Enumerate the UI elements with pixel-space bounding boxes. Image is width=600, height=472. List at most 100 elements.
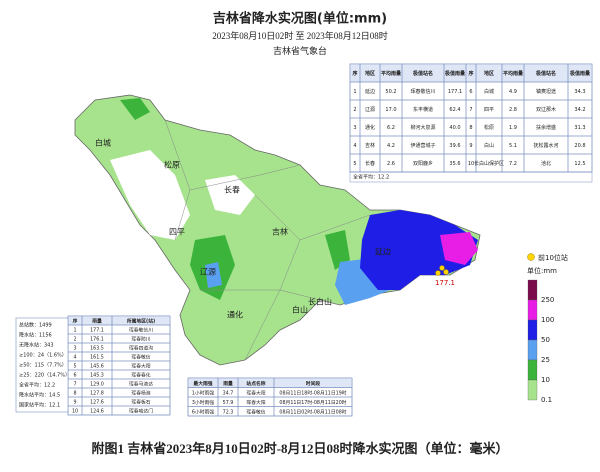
legend-top10-marker	[527, 253, 535, 261]
table-cell-text: 3	[353, 125, 356, 131]
table-cell-text: 四平	[484, 107, 494, 113]
table-cell-text: 珲春大阳	[246, 389, 265, 396]
heavy-area	[325, 230, 350, 270]
extreme-area	[440, 232, 478, 265]
table-cell-text: 2	[353, 107, 356, 113]
table-cell-text: 62.4	[449, 107, 460, 113]
legend-top10: 前10位站	[538, 253, 568, 262]
title: 吉林省降水实况图(单位:mm)	[213, 11, 387, 27]
table-cell-text: 3小时雨强	[192, 399, 214, 406]
legend-swatch	[527, 319, 538, 341]
table-header-bg	[350, 64, 592, 82]
legend-label: 0.1	[541, 396, 552, 404]
stat-line: 降水站平均：14.5	[19, 392, 60, 399]
table-cell-text: 珲春板石	[131, 399, 150, 406]
table-cell-text: 10	[72, 409, 78, 415]
table-cell-text: 20.8	[574, 143, 585, 149]
table-header: 站点名称	[246, 380, 265, 387]
table-cell-text: 145.3	[90, 373, 104, 379]
legend-label: 25	[541, 356, 550, 364]
table-cell-text: 08月11日02时-08月11日08时	[279, 408, 346, 415]
table-header: 极值雨量	[445, 70, 465, 77]
legend-swatch	[527, 359, 538, 381]
table-cell-text: 珲春四道沟	[129, 345, 153, 352]
table-header: 地区	[365, 70, 375, 77]
table-header: 序	[73, 318, 78, 325]
table-header: 雨量	[92, 318, 102, 325]
table-cell-text: 珲春敬信川	[129, 327, 153, 334]
table-cell-text: 8	[73, 391, 76, 397]
table-header: 极值雨量	[570, 70, 590, 77]
table-cell-text: 5	[73, 364, 76, 370]
table-cell-text: 珲春春化	[131, 372, 150, 379]
table-cell-text: 2	[73, 337, 76, 343]
top10-station	[435, 270, 441, 276]
stat-line: 无降水站：343	[19, 342, 54, 349]
table-cell	[273, 406, 353, 417]
legend-swatch	[527, 299, 538, 321]
table-footer	[349, 171, 593, 183]
table-cell-text: 珲春杨泡	[131, 390, 150, 397]
table-cell-text: 35.6	[449, 161, 460, 167]
legend-swatch	[527, 279, 538, 301]
table-cell-text: 镇赉坦途	[536, 88, 556, 95]
stats-box	[15, 317, 69, 413]
stat-line: ≥25：220（14.7%）	[19, 373, 70, 379]
table-cell-text: 124.6	[90, 409, 104, 415]
table-cell-text: 双辽那木	[536, 106, 556, 113]
table-header: 地区	[484, 70, 494, 77]
dry-area	[205, 175, 255, 215]
peak-label: 177.1	[435, 279, 455, 287]
stat-line: 国家站平均：12.1	[19, 402, 60, 409]
table-cell-text: 长春	[365, 160, 375, 167]
table-cell-text: 7	[73, 382, 76, 388]
table-cell-text: 176.1	[90, 337, 104, 343]
table-cell-text: 7.2	[509, 161, 517, 167]
table-cell-text: 6	[469, 89, 472, 95]
stat-line: ≥50：115（7.7%）	[19, 363, 67, 369]
table-cell-text: 吉林	[365, 142, 375, 149]
table-cell-text: 163.5	[90, 346, 104, 352]
heavy-area	[120, 98, 150, 120]
table-cell-text: 145.6	[90, 364, 104, 370]
table-cell-text: 双阳鹿乡	[413, 160, 433, 167]
table-cell-text: 1.9	[509, 125, 517, 131]
table-cell-text: 31.3	[574, 125, 585, 131]
table-cell-text: 珲春马滴达	[129, 381, 153, 388]
table-cell-text: 177.1	[90, 328, 104, 334]
table-cell-text: 08月11日18时-08月11日19时	[279, 389, 346, 396]
stat-line: 总站数：1499	[19, 322, 52, 329]
caption: 附图1 吉林省2023年8月10日02时-8月12日08时降水实况图（单位：毫米…	[91, 441, 508, 456]
subtitle: 2023年08月10日02时 至 2023年08月12日08时	[212, 30, 388, 41]
city-label: 长春	[224, 185, 240, 195]
legend-label: 50	[541, 336, 550, 344]
legend-swatch	[527, 379, 538, 401]
city-label: 松原	[164, 160, 180, 170]
legend-label: 10	[541, 376, 550, 384]
table-cell-text: 珲春敬信川	[410, 88, 435, 95]
table-cell-text: 10	[468, 161, 474, 167]
table-cell-text: 抚松露水河	[533, 142, 558, 149]
borders	[164, 119, 371, 361]
table-cell-text: 17.0	[385, 107, 396, 113]
table-cell-text: 伊通营城子	[410, 142, 435, 149]
top10-station	[443, 269, 449, 275]
table-cell-text: 扶余增盛	[536, 124, 556, 131]
table-header: 极值站名	[536, 70, 556, 77]
table-cell-text: 9	[469, 143, 472, 149]
city-label: 白山	[292, 305, 308, 315]
table-cell-text: 白城	[484, 88, 494, 95]
city-label: 白城	[95, 138, 111, 148]
table-cell-text: 珲春大阳	[131, 363, 150, 370]
stat-line: ≥100：24（1.6%）	[19, 353, 67, 359]
table-cell-text: 2.6	[387, 161, 395, 167]
table-header: 时间段	[306, 380, 321, 387]
table-header: 平均雨量	[503, 70, 523, 77]
table-cell-text: 珲春哈达门	[129, 408, 153, 415]
table-cell-text: 4	[73, 355, 76, 361]
table-header: 极值站名	[413, 70, 433, 77]
table-cell-text: 1小时雨强	[192, 389, 214, 396]
city-label: 通化	[227, 310, 243, 320]
table-cell-text: 长白山保护区	[474, 160, 504, 167]
